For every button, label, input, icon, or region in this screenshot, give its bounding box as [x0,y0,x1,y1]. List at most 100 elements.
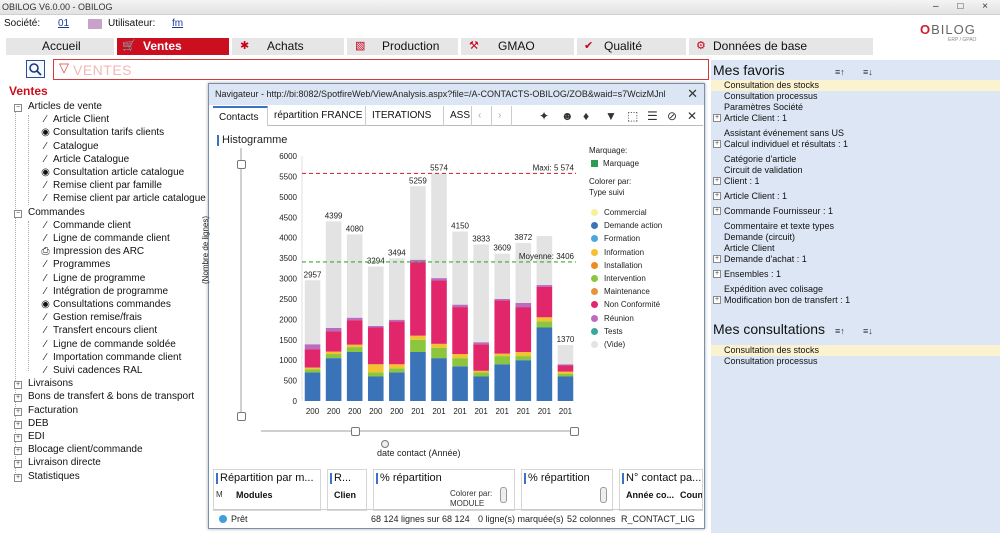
tree-group-collapsed[interactable]: + DEB [14,417,49,429]
favori-item[interactable]: Consultation processus [724,91,818,101]
expand-icon[interactable]: + [713,207,721,215]
y-range-slider[interactable] [240,148,242,420]
close-icon[interactable]: ✕ [687,86,698,101]
legend-colorer-value[interactable]: Type suivi [589,188,625,197]
tab-contacts[interactable]: Contacts [213,106,268,126]
tree-item[interactable]: ∕ Programmes [40,259,111,272]
legend-item[interactable]: Réunion [591,314,634,325]
tree-item[interactable]: ∕ Ligne de commande client [40,233,170,246]
expand-icon[interactable]: + [14,407,22,416]
nav-achats[interactable]: ✱ Achats [232,38,347,55]
favori-item[interactable]: Paramètres Société [724,102,804,112]
filter-icon[interactable]: ▼ [605,109,617,123]
tree-item[interactable]: ◉ Consultation article catalogue [41,167,185,178]
nav-donnees-de-base[interactable]: ⚙ Données de base [689,38,876,55]
tree-root-ventes[interactable]: Ventes [9,84,48,98]
legend-item[interactable]: Non Conformité [591,300,660,311]
expand-icon[interactable]: + [14,420,22,429]
sort-desc-icon[interactable]: ≡↓ [863,326,873,336]
tab-ass[interactable]: ASS [444,106,472,126]
histogram-chart[interactable]: 0 500 1000 1500 2000 2500 3000 3500 4000 4500 5000… [264,144,584,429]
nav-accueil[interactable]: Accueil [6,38,117,55]
legend-item[interactable]: Installation [591,261,642,272]
tree-item[interactable]: ∕ Catalogue [40,141,99,154]
expand-icon[interactable]: + [14,381,22,390]
legend-item[interactable]: Demande action [591,221,662,232]
expand-icon[interactable]: + [713,192,721,200]
legend-item[interactable]: Information [591,248,644,259]
tree-item[interactable]: ∕ Transfert encours client [40,325,157,338]
tree-item[interactable]: ◉ Consultation tarifs clients [41,127,165,139]
sort-asc-icon[interactable]: ≡↑ [835,326,845,336]
legend-item[interactable]: Commercial [591,208,647,219]
tree-item[interactable]: ∕ Gestion remise/frais [40,312,142,325]
tab-repartition-france[interactable]: répartition FRANCE [268,106,366,126]
tree-item[interactable]: ∕ Article Client [40,114,109,127]
panel-contacts-par-annee[interactable]: N° contact pa... Année co... Count [619,469,703,511]
x-axis-selector[interactable] [381,440,389,448]
expand-icon[interactable]: + [713,296,721,304]
y-slider-handle-top[interactable] [237,160,246,169]
favori-item[interactable]: Catégorie d'article [724,154,797,164]
twitter-icon[interactable]: ✦ [539,109,550,123]
favori-item[interactable]: + Demande d'achat : 1 [713,254,807,264]
window-controls[interactable]: – □ × [933,1,996,12]
tree-item[interactable]: ⎙ Impression des ARC [41,246,145,258]
tree-group-collapsed[interactable]: + EDI [14,431,45,442]
expand-icon[interactable]: + [713,114,721,122]
search-button[interactable] [26,60,45,78]
x-range-slider[interactable] [261,430,579,432]
tree-group-articles[interactable]: − Articles de vente [14,101,102,112]
tree-group-collapsed[interactable]: + Livraison directe [14,457,101,469]
societe-link[interactable]: 01 [58,18,70,29]
tree-group-collapsed[interactable]: + Statistiques [14,470,80,482]
favori-item[interactable]: + Ensembles : 1 [713,269,782,279]
sort-desc-icon[interactable]: ≡↓ [863,67,873,77]
favori-item[interactable]: + Commande Fournisseur : 1 [713,206,834,216]
tree-group-collapsed[interactable]: + Bons de transfert & bons de transport [14,391,195,403]
tab-iterations[interactable]: ITERATIONS [366,106,444,126]
tree-item[interactable]: ∕ Remise client par article catalogue [40,193,206,206]
user-icon[interactable]: ☻ [561,109,574,123]
y-slider-handle-bottom[interactable] [237,412,246,421]
favori-item[interactable]: Demande (circuit) [724,232,796,242]
favori-item[interactable]: Circuit de validation [724,165,803,175]
expand-icon[interactable]: − [14,209,22,218]
select-icon[interactable]: ⬚ [627,109,639,123]
help-icon[interactable]: ⊘ [667,109,678,123]
legend-item[interactable]: Maintenance [591,287,650,298]
tree-item[interactable]: ∕ Intégration de programme [40,286,168,299]
favori-item[interactable]: Expédition avec colisage [724,284,824,294]
tree-item[interactable]: ◉ Consultations commandes [41,299,171,310]
menu-icon[interactable]: ☰ [647,109,658,123]
menu-filter-input[interactable]: ▽ VENTES [53,59,709,80]
consultation-item[interactable]: Consultation processus [724,356,818,366]
favori-item[interactable]: + Calcul individuel et résultats : 1 [713,139,849,149]
legend-marquage-item[interactable]: Marquage [591,159,639,170]
favori-item[interactable]: + Modification bon de transfert : 1 [713,295,851,305]
tab-scroll-right[interactable]: › [492,106,512,126]
tree-item[interactable]: ∕ Commande client [40,220,131,233]
x-slider-handle-right[interactable] [570,427,579,436]
expand-icon[interactable]: + [713,140,721,148]
close-panel-icon[interactable]: ✕ [687,109,698,123]
tree-item[interactable]: ∕ Ligne de commande soldée [40,339,176,352]
consultation-item[interactable]: Consultation des stocks [711,345,1000,356]
expand-icon[interactable]: + [14,473,22,482]
favori-item[interactable]: Consultation des stocks [711,80,1000,91]
expand-icon[interactable]: + [14,447,22,456]
expand-icon[interactable]: + [14,394,22,403]
nav-production[interactable]: ▧ Production [347,38,461,55]
nav-qualite[interactable]: ✔ Qualité [577,38,689,55]
tree-item[interactable]: ∕ Suivi cadences RAL [40,365,143,378]
tree-group-commandes[interactable]: − Commandes [14,206,85,218]
legend-item[interactable]: Tests [591,327,623,338]
tree-item[interactable]: ∕ Remise client par famille [40,180,162,193]
favori-item[interactable]: Commentaire et texte types [724,221,835,231]
tree-group-collapsed[interactable]: + Blocage client/commande [14,444,143,456]
expand-icon[interactable]: + [14,460,22,469]
tree-group-collapsed[interactable]: + Livraisons [14,378,74,390]
panel-pourcent-repartition-1[interactable]: % répartition Colorer par: MODULE [373,469,515,511]
legend-item[interactable]: Intervention [591,274,646,285]
tree-item[interactable]: ∕ Ligne de programme [40,273,146,286]
